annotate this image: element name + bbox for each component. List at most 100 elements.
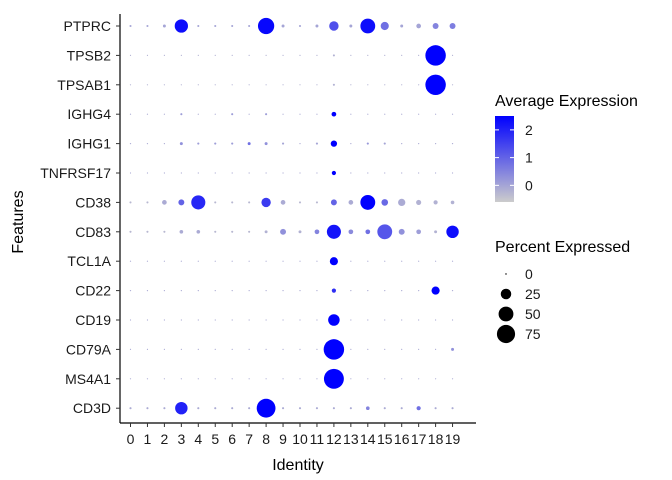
dot-cd19-16 — [401, 319, 403, 321]
dot-cd38-12 — [330, 199, 337, 206]
x-tick-label-17: 17 — [411, 431, 427, 447]
dot-cd19-19 — [451, 319, 454, 321]
dot-cd83-19 — [446, 225, 459, 239]
dot-tnfrsf17-12 — [331, 170, 336, 176]
dot-ptprc-10 — [298, 24, 302, 28]
dot-tnfrsf17-13 — [350, 172, 352, 174]
dot-tpsab1-17 — [418, 84, 420, 86]
dot-ighg4-4 — [197, 113, 199, 115]
dot-cd79a-5 — [214, 348, 216, 350]
dot-ptprc-14 — [360, 18, 376, 34]
dot-cd22-9 — [282, 290, 284, 292]
size-legend-label-50: 50 — [525, 306, 541, 322]
dot-ptprc-5 — [214, 24, 217, 28]
dot-tpsab1-9 — [282, 84, 284, 86]
dot-tnfrsf17-3 — [180, 172, 182, 174]
dot-ighg4-1 — [146, 113, 149, 115]
dot-cd79a-14 — [367, 348, 369, 350]
dot-ptprc-18 — [432, 23, 439, 29]
dot-cd83-5 — [214, 230, 217, 233]
dot-tpsb2-9 — [282, 54, 284, 57]
dot-ptprc-3 — [174, 19, 188, 33]
dot-tpsb2-18 — [425, 45, 446, 66]
y-axis-title: Features — [10, 190, 27, 253]
dot-cd19-17 — [418, 319, 420, 321]
dot-ptprc-0 — [129, 24, 132, 28]
dot-ms4a1-10 — [299, 378, 301, 380]
dot-cd83-16 — [398, 228, 405, 235]
dot-cd22-2 — [163, 290, 165, 292]
x-tick-labels: 0 1 2 3 4 5 6 7 8 9 10 11 12 13 14 15 16 17 18 19 — [127, 423, 461, 447]
dot-cd22-19 — [451, 290, 454, 292]
dot-ms4a1-5 — [214, 378, 216, 380]
dot-cd38-7 — [248, 201, 251, 204]
dot-cd83-12 — [326, 224, 341, 239]
dot-cd3d-13 — [349, 407, 352, 410]
dot-ptprc-4 — [197, 24, 200, 28]
dot-cd22-15 — [384, 290, 386, 292]
dot-ighg4-16 — [401, 113, 403, 115]
dot-ighg1-18 — [435, 143, 437, 145]
dot-tpsab1-3 — [180, 84, 182, 86]
dot-ighg1-2 — [163, 143, 165, 145]
dot-tpsab1-6 — [231, 84, 233, 86]
dot-cd38-11 — [315, 201, 319, 204]
y-tick-label-ms4a1: MS4A1 — [65, 371, 111, 387]
dot-tnfrsf17-1 — [146, 172, 149, 174]
dot-tcl1a-9 — [282, 260, 284, 262]
dot-cd22-7 — [248, 290, 250, 292]
dot-tcl1a-16 — [401, 260, 403, 262]
dot-cd83-9 — [280, 228, 287, 235]
dot-cd19-6 — [231, 319, 233, 321]
dot-ighg1-0 — [129, 143, 132, 145]
dot-cd83-17 — [416, 229, 421, 235]
dot-ighg1-15 — [383, 142, 386, 145]
dot-tnfrsf17-9 — [282, 172, 284, 174]
dot-ighg1-13 — [350, 143, 352, 145]
dot-cd3d-7 — [248, 407, 251, 410]
dot-cd19-1 — [146, 319, 149, 321]
x-tick-label-13: 13 — [343, 431, 359, 447]
dot-ighg4-9 — [282, 113, 284, 115]
dot-ms4a1-1 — [146, 378, 149, 380]
dot-cd22-3 — [180, 290, 182, 292]
dot-tpsab1-16 — [401, 84, 403, 86]
dot-ms4a1-14 — [367, 378, 369, 380]
dot-cd83-2 — [163, 230, 166, 233]
dot-ighg4-18 — [435, 113, 437, 115]
dot-ighg4-12 — [331, 111, 337, 117]
dot-ighg1-14 — [366, 142, 369, 145]
dot-cd79a-11 — [316, 348, 318, 350]
dot-cd83-7 — [248, 230, 251, 233]
dot-cd83-6 — [231, 230, 234, 233]
dot-ptprc-7 — [248, 24, 251, 28]
size-legend-label-0: 0 — [525, 266, 533, 282]
dot-cd3d-16 — [400, 407, 403, 410]
dot-tpsab1-8 — [265, 84, 267, 86]
dot-ms4a1-11 — [316, 378, 318, 380]
dot-tpsab1-10 — [299, 84, 301, 86]
dot-ighg4-17 — [418, 113, 420, 115]
dot-cd83-1 — [146, 230, 149, 233]
y-tick-label-tpsab1: TPSAB1 — [57, 77, 111, 93]
y-tick-label-cd22: CD22 — [75, 283, 111, 299]
x-tick-label-18: 18 — [428, 431, 444, 447]
dot-tcl1a-10 — [299, 260, 301, 262]
dot-ighg1-1 — [146, 143, 149, 145]
dot-tpsb2-17 — [418, 54, 420, 57]
dot-tpsab1-12 — [332, 83, 335, 86]
size-legend-title: Percent Expressed — [495, 239, 630, 256]
color-legend: Average Expression 0 1 2 — [495, 93, 638, 202]
dot-ptprc-2 — [162, 24, 166, 28]
dot-tnfrsf17-17 — [418, 172, 420, 174]
size-legend-label-75: 75 — [525, 326, 541, 342]
dot-cd83-4 — [196, 229, 201, 234]
dot-ptprc-15 — [380, 21, 389, 31]
dot-tcl1a-4 — [197, 260, 199, 262]
dot-cd22-13 — [350, 290, 352, 292]
dot-ptprc-1 — [146, 24, 149, 28]
dot-cd3d-11 — [315, 407, 319, 410]
dot-ms4a1-16 — [401, 378, 403, 380]
dot-ighg4-3 — [180, 113, 183, 116]
y-tick-label-tcl1a: TCL1A — [67, 253, 111, 269]
